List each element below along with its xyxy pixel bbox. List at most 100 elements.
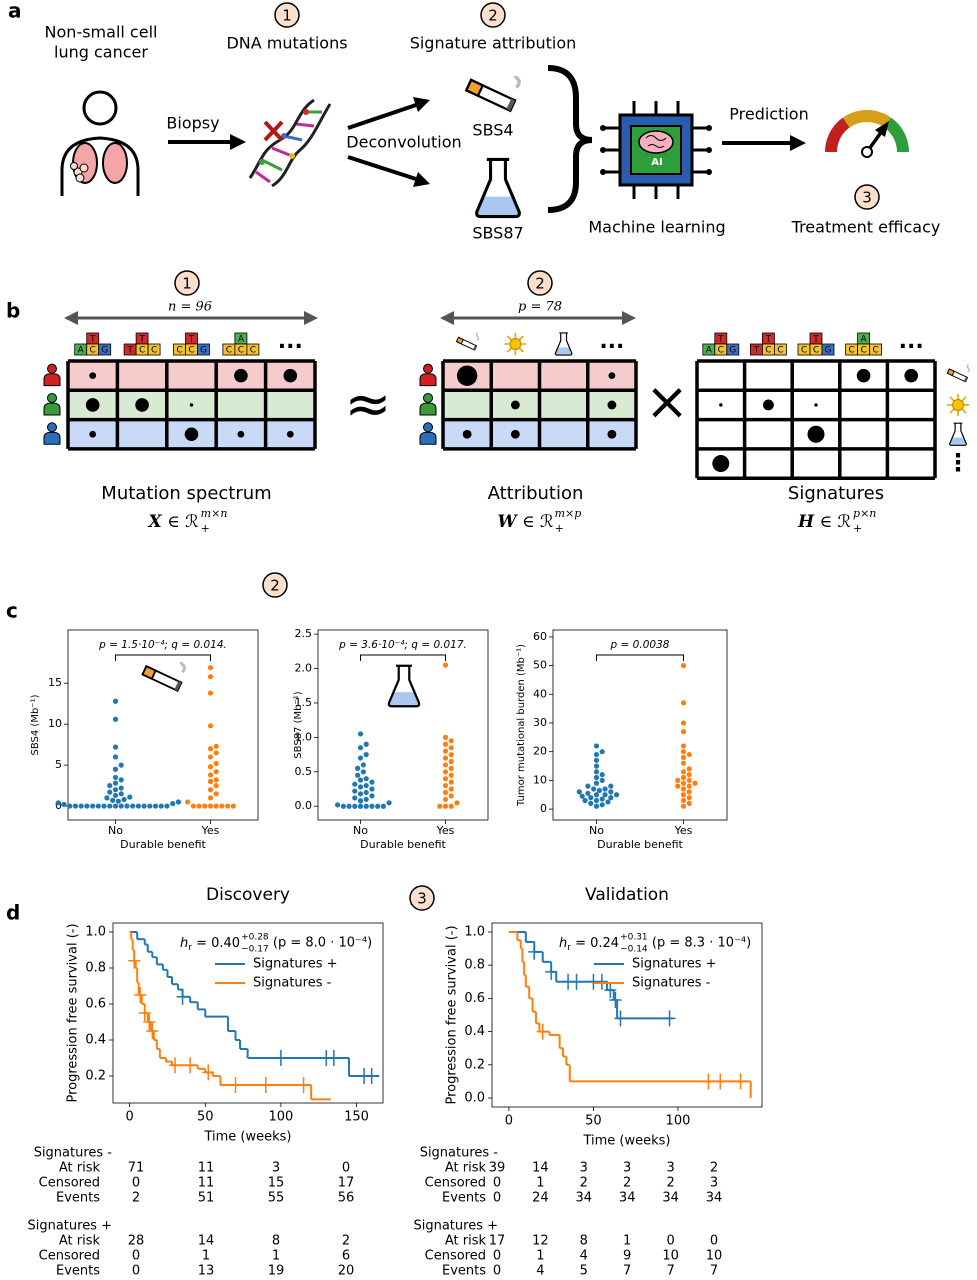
matrix-dot [184,427,199,442]
formula-sup: p×n [853,507,876,520]
data-point [175,799,182,805]
data-point [357,755,364,761]
y-tick-label: 0.0 [464,1091,485,1106]
person-icon [43,373,61,387]
risk-table-cell: 3 [580,1161,588,1176]
x-tick-label: 0 [125,1110,133,1125]
person-icon [43,402,61,416]
censor-mark [595,973,608,990]
censor-mark [528,943,541,960]
x-tick-label: Yes [201,824,220,837]
data-point [112,803,119,809]
step-number: 3 [862,189,872,207]
formula-set: ∈ ℛ [814,512,851,532]
y-tick-label: 20 [533,745,547,758]
base-letter: C [718,346,724,356]
data-point [107,789,113,795]
y-axis-label: SBS4 (Mb⁻¹) [30,694,41,755]
annotation-part: = 0.24 [571,936,619,951]
risk-table-label: Censored [39,1176,100,1191]
data-point [112,698,119,704]
matrix-row [697,361,935,391]
data-point [207,764,214,770]
data-point [335,802,341,808]
y-tick-label: 0.6 [85,997,106,1012]
data-point [442,789,449,796]
risk-table-cell: 39 [489,1161,506,1176]
data-point [602,792,608,798]
data-point [448,786,454,792]
data-point [185,799,191,805]
annotation: p = 0.0038 [610,639,670,651]
matrix-dot [607,429,617,439]
data-point [588,795,594,801]
formula: X ∈ ℛ [148,512,199,532]
data-point [454,800,460,806]
matrix-dot [456,365,478,386]
matrix-dot [814,403,818,407]
risk-table-cell: 17 [489,1234,506,1249]
y-tick-label: 1.0 [295,730,313,743]
censor-mark [536,1023,549,1040]
step-badge: 2 [262,572,288,598]
risk-table-cell: 10 [706,1249,723,1264]
double-arrow [64,311,318,325]
matrix-dot [283,368,298,383]
caption: Deconvolution [346,133,461,152]
data-point [369,779,375,785]
annotation-part: = 0.40 [192,936,240,951]
data-point [442,782,449,789]
panel-label: d [6,901,20,925]
data-point [357,777,364,783]
risk-table-cell: 10 [662,1249,679,1264]
y-tick-label: 0.4 [85,1033,106,1048]
base-box [147,343,161,356]
data-point [442,796,449,802]
censor-mark [202,1064,215,1081]
risk-table-cell: 1 [536,1249,544,1264]
censor-mark [138,1005,151,1021]
chart-title: Discovery [206,885,290,905]
base-box [246,343,260,356]
data-point [442,734,449,740]
data-point [369,786,375,792]
data-point [121,796,127,803]
data-point [692,780,698,786]
caption: Machine learning [588,218,725,237]
chip-label: AI [651,157,662,168]
data-point [357,803,364,809]
data-point [686,766,692,772]
y-tick-label: 0.2 [85,1069,106,1084]
data-point [170,801,176,807]
panel-label: a [8,0,22,23]
data-point [593,780,600,786]
data-point [448,758,454,765]
data-point [363,776,369,782]
base-letter: C [188,346,194,356]
data-point [442,803,449,809]
operator: ≈ [345,372,392,437]
y-axis-label: SBS87 (Mb⁻¹) [293,691,304,758]
data-point [448,745,454,751]
data-point [608,783,614,789]
data-point [118,785,124,791]
data-point [593,774,600,781]
ellipsis: ... [599,329,624,354]
data-point [213,760,219,767]
data-point [352,781,358,787]
panel-label: c [6,599,18,623]
data-point [442,776,449,782]
risk-table-cell: 51 [198,1191,215,1206]
step-number: 2 [270,577,280,595]
significance-bracket [596,654,684,661]
data-point [207,754,214,760]
y-tick-label: 10 [533,773,547,786]
data-point [352,795,358,801]
censor-mark [176,988,189,1005]
data-point [55,800,61,806]
base-letter: C [250,346,256,356]
gauge-icon [824,110,909,158]
data-point [588,800,594,806]
y-tick-label: 0.5 [295,765,313,778]
data-point [196,803,202,809]
